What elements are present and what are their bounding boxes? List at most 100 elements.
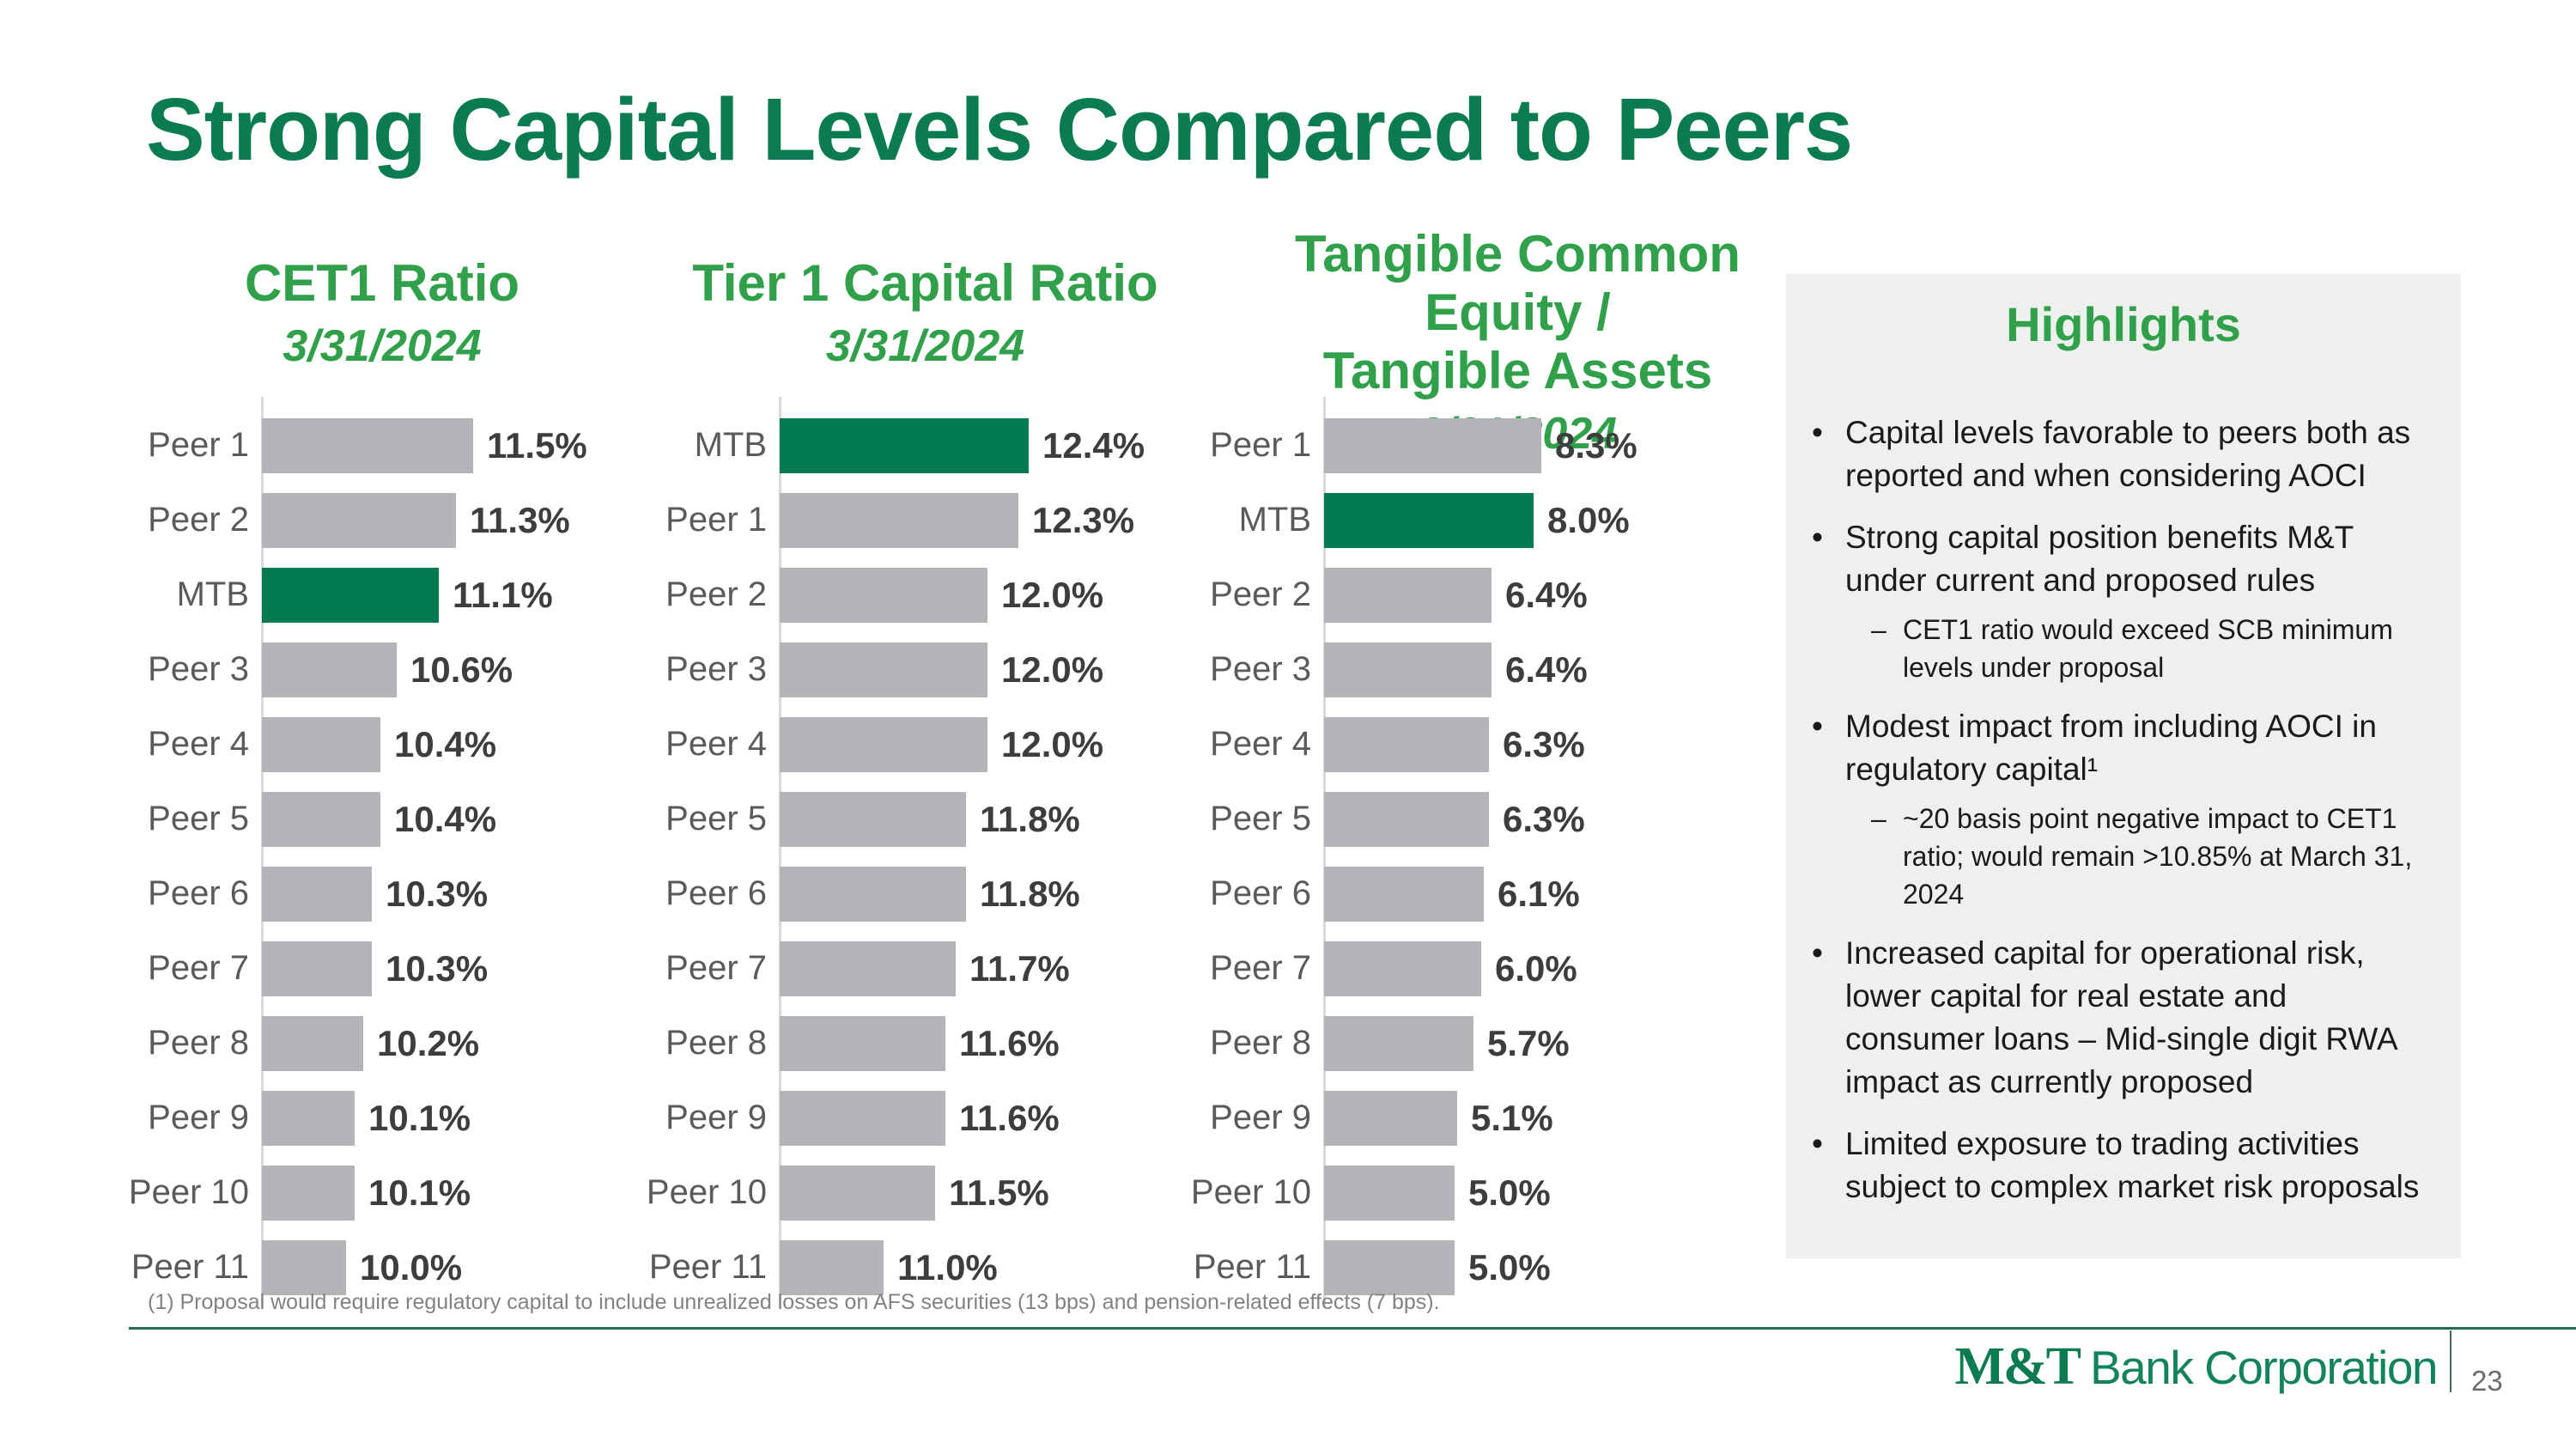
bar-value-label: 11.8% <box>980 798 1080 839</box>
dash-marker: – <box>1871 803 1886 834</box>
bar-category-label: Peer 4 <box>665 725 767 763</box>
bullet-marker: • <box>1812 415 1823 450</box>
bar-peer <box>780 791 966 847</box>
highlight-subitem: – CET1 ratio would exceed SCB minimum lev… <box>1871 611 2425 686</box>
bar-peer <box>780 1239 884 1295</box>
chart-row: Peer 1 8.3% <box>1176 408 1637 483</box>
bar-peer <box>1324 417 1541 473</box>
chart-axis-line <box>1323 397 1326 1308</box>
chart-cet1-ratio: CET1 Ratio 3/31/2024 <box>146 225 618 372</box>
bar-peer <box>1324 866 1484 922</box>
bar-value-label: 12.0% <box>1001 648 1104 690</box>
chart-row: MTB 8.0% <box>1176 483 1637 557</box>
chart-row: Peer 2 6.4% <box>1176 557 1637 632</box>
bar-category-label: Peer 4 <box>148 725 249 763</box>
highlight-item-body: Strong capital position benefits M&T und… <box>1845 516 2425 686</box>
bar-value-label: 6.3% <box>1503 723 1585 764</box>
bar-category-label: Peer 7 <box>665 949 767 987</box>
bar-value-label: 11.5% <box>949 1172 1049 1213</box>
bar-peer <box>1324 1165 1455 1221</box>
chart-row: Peer 5 11.8% <box>631 782 1145 856</box>
chart-row: Peer 6 10.3% <box>113 856 587 931</box>
logo-company-name: Bank Corporation <box>2089 1341 2439 1394</box>
chart-row: Peer 9 11.6% <box>631 1081 1145 1155</box>
bar-value-label: 10.1% <box>368 1172 471 1213</box>
chart-row: Peer 5 6.3% <box>1176 782 1637 856</box>
highlights-panel: Highlights • Capital levels favorable to … <box>1786 274 2461 1258</box>
bar-peer <box>262 492 456 548</box>
bar-category-label: Peer 11 <box>1193 1248 1311 1286</box>
footer-divider <box>2450 1330 2451 1392</box>
bar-value-label: 10.3% <box>386 947 489 989</box>
bar-category-label: Peer 5 <box>665 800 767 837</box>
chart-row: Peer 10 5.0% <box>1176 1155 1637 1230</box>
bar-peer <box>262 417 473 473</box>
bar-peer <box>262 791 380 847</box>
chart-rows: MTB 12.4% Peer 1 12.3% Peer 2 12.0% Peer 3 12.0… <box>631 408 1145 1305</box>
bar-peer <box>262 1239 346 1295</box>
bar-category-label: Peer 4 <box>1210 725 1311 763</box>
chart-row: Peer 1 12.3% <box>631 483 1145 557</box>
chart-row: Peer 10 11.5% <box>631 1155 1145 1230</box>
bar-peer <box>1324 941 1481 996</box>
bar-peer <box>262 1165 355 1221</box>
bar-category-label: Peer 11 <box>131 1248 249 1286</box>
bar-value-label: 8.3% <box>1555 424 1637 466</box>
bar-category-label: Peer 7 <box>148 949 249 987</box>
bar-category-label: Peer 2 <box>665 575 767 613</box>
bar-category-label: Peer 8 <box>665 1024 767 1062</box>
highlight-item-body: Increased capital for operational risk, … <box>1845 932 2425 1104</box>
bar-value-label: 12.0% <box>1001 574 1104 615</box>
bar-value-label: 6.3% <box>1503 798 1585 839</box>
chart-row: Peer 7 6.0% <box>1176 931 1637 1006</box>
bar-category-label: Peer 10 <box>128 1173 249 1211</box>
chart-row: Peer 7 11.7% <box>631 931 1145 1006</box>
bar-peer <box>780 1090 945 1146</box>
bar-peer <box>262 642 397 697</box>
chart-row: Peer 3 10.6% <box>113 632 587 707</box>
bar-peer <box>1324 1239 1455 1295</box>
chart-tier1-capital-ratio: Tier 1 Capital Ratio 3/31/2024 <box>678 225 1172 372</box>
bar-value-label: 5.1% <box>1471 1097 1553 1138</box>
chart-row: Peer 5 10.4% <box>113 782 587 856</box>
bar-category-label: Peer 11 <box>648 1248 767 1286</box>
chart-row: Peer 8 10.2% <box>113 1006 587 1081</box>
bar-mtb <box>262 567 439 623</box>
chart-row: Peer 7 10.3% <box>113 931 587 1006</box>
bar-value-label: 10.4% <box>394 798 497 839</box>
bar-value-label: 11.6% <box>959 1022 1060 1063</box>
chart-row: Peer 6 6.1% <box>1176 856 1637 931</box>
chart-row: Peer 4 6.3% <box>1176 707 1637 782</box>
chart-row: Peer 8 5.7% <box>1176 1006 1637 1081</box>
bar-category-label: Peer 3 <box>148 650 249 688</box>
bar-value-label: 10.0% <box>360 1246 463 1288</box>
chart-row: Peer 9 5.1% <box>1176 1081 1637 1155</box>
bar-value-label: 5.0% <box>1468 1246 1551 1288</box>
bar-peer <box>262 716 380 772</box>
bar-peer <box>780 866 966 922</box>
chart-row: Peer 11 5.0% <box>1176 1230 1637 1305</box>
bar-category-label: Peer 9 <box>148 1099 249 1136</box>
chart-title: CET1 Ratio <box>146 225 618 313</box>
highlight-item-body: Capital levels favorable to peers both a… <box>1845 411 2425 497</box>
highlight-subtext: ~20 basis point negative impact to CET1 … <box>1903 803 2413 910</box>
bar-value-label: 5.0% <box>1468 1172 1551 1213</box>
bar-peer <box>780 492 1018 548</box>
bar-category-label: Peer 2 <box>148 501 249 539</box>
bar-category-label: Peer 1 <box>665 501 767 539</box>
highlight-item: • Capital levels favorable to peers both … <box>1812 411 2425 497</box>
chart-subtitle: 3/31/2024 <box>825 321 1025 371</box>
bar-category-label: Peer 8 <box>1210 1024 1311 1062</box>
chart-row: Peer 2 12.0% <box>631 557 1145 632</box>
bar-value-label: 10.2% <box>377 1022 480 1063</box>
bar-value-label: 11.7% <box>969 947 1070 989</box>
chart-row: Peer 3 12.0% <box>631 632 1145 707</box>
mt-bank-logo: M&T Bank Corporation <box>1954 1336 2439 1397</box>
bar-peer <box>1324 1015 1473 1071</box>
bar-category-label: MTB <box>176 575 249 613</box>
bar-peer <box>780 1015 945 1071</box>
chart-row: Peer 4 10.4% <box>113 707 587 782</box>
bar-value-label: 11.0% <box>897 1246 998 1288</box>
bar-value-label: 11.8% <box>980 873 1080 914</box>
